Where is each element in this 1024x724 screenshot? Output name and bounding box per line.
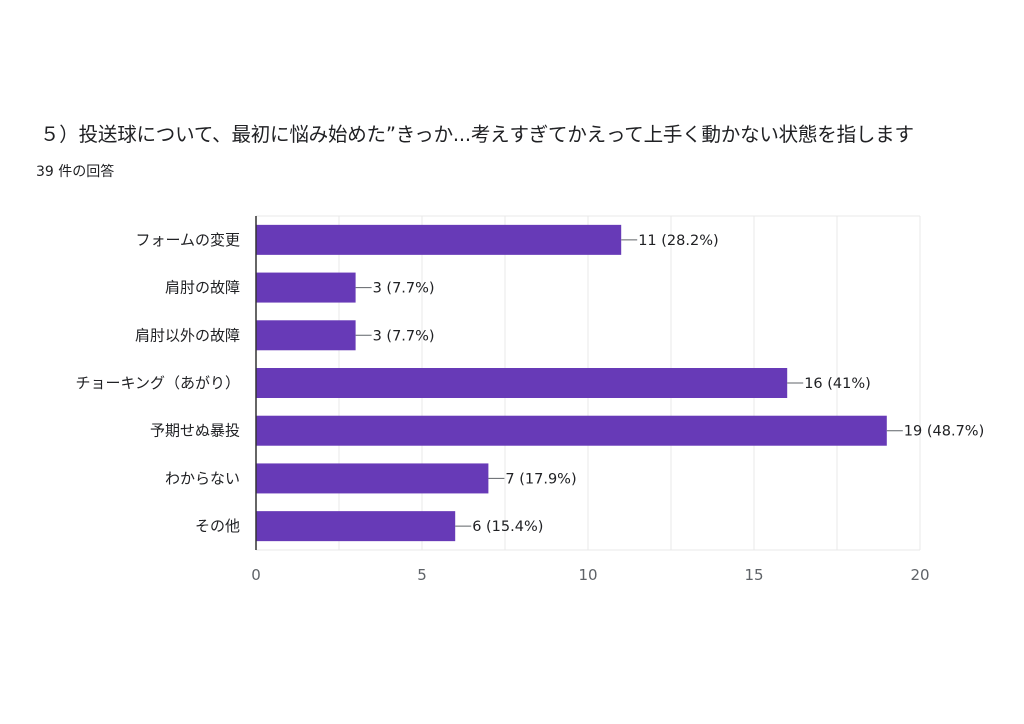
value-label: 3 (7.7%) [373, 328, 435, 344]
bar [256, 415, 887, 446]
x-tick-label: 0 [251, 566, 261, 584]
value-label: 16 (41%) [804, 376, 871, 392]
x-tick-label: 15 [744, 566, 763, 584]
category-label: フォームの変更 [135, 231, 240, 249]
labels: フォームの変更 11 (28.2%) 肩肘の故障 3 (7.7%) 肩肘以外の故障 3 (… [75, 231, 984, 535]
bar [256, 320, 356, 351]
category-label: わからない [165, 469, 240, 487]
category-label: 肩肘の故障 [165, 279, 240, 297]
bar [256, 224, 622, 255]
x-tick-label: 5 [417, 566, 427, 584]
value-label: 3 (7.7%) [373, 281, 435, 297]
bar [256, 368, 788, 398]
bar [256, 511, 456, 542]
category-label: チョーキング（あがり） [75, 374, 240, 392]
value-label: 7 (17.9%) [505, 471, 576, 487]
value-label: 6 (15.4%) [472, 519, 543, 535]
grid-lines [256, 215, 921, 551]
chart-title: ５）投送球について、最初に悩み始めた”きっか...考えすぎてかえって上手く動かな… [40, 123, 914, 146]
x-tick-label: 10 [578, 566, 597, 584]
category-label: 肩肘以外の故障 [135, 326, 240, 344]
category-label: 予期せぬ暴投 [150, 422, 240, 440]
category-label: その他 [195, 517, 240, 535]
value-label: 11 (28.2%) [638, 233, 718, 249]
value-label: 19 (48.7%) [904, 424, 984, 440]
bars [256, 224, 887, 542]
response-count: 39 件の回答 [36, 164, 115, 180]
bar [256, 463, 489, 494]
bar [256, 272, 356, 303]
axes: 0 5 10 15 20 [251, 216, 930, 584]
x-tick-label: 20 [910, 566, 929, 584]
